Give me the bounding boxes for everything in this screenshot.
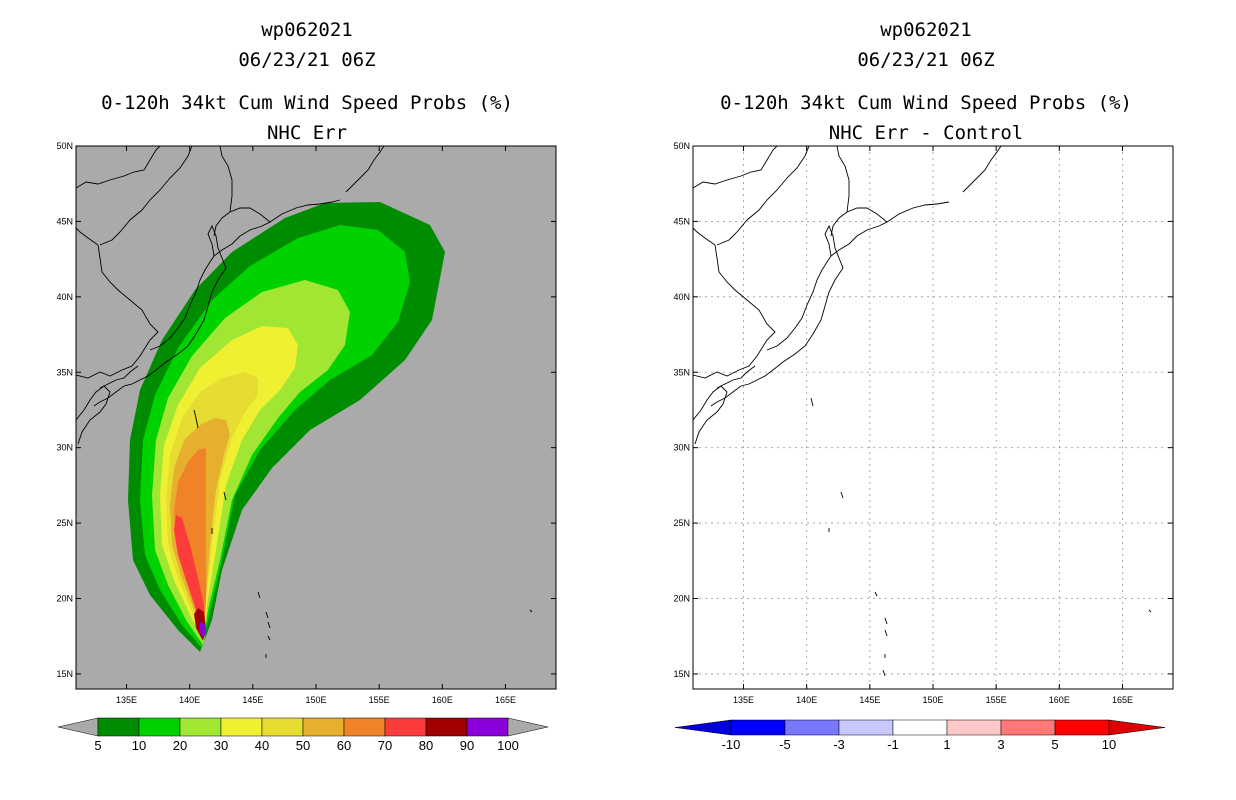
colorbar-label: -1	[887, 737, 899, 752]
lon-tick-label: 135E	[116, 695, 137, 705]
right-coastlines	[693, 146, 1152, 677]
left-coastlines	[76, 146, 533, 658]
colorbar-swatch	[892, 719, 948, 736]
colorbar-swatch	[179, 717, 222, 737]
prob-contour-70	[174, 515, 204, 632]
lon-tick-label: 140E	[179, 695, 200, 705]
right-product-title: 0-120h 34kt Cum Wind Speed Probs (%)	[720, 92, 1132, 114]
lon-tick-label: 150E	[305, 695, 326, 705]
lat-tick-label: 50N	[56, 141, 73, 151]
colorbar-swatch	[838, 719, 894, 736]
lat-tick-label: 45N	[56, 216, 73, 226]
colorbar-low-triangle	[57, 717, 99, 737]
colorbar-label: 5	[94, 738, 101, 753]
right-storm-id: wp062021	[880, 19, 972, 41]
lat-tick-label: 15N	[56, 669, 73, 679]
colorbar-label: 30	[214, 738, 228, 753]
lat-tick-label: 20N	[673, 594, 690, 604]
right-colorbar: -10 -5 -3 -1 1 3 5 10	[674, 719, 1166, 752]
lon-tick-label: 165E	[495, 695, 516, 705]
lon-tick-label: 155E	[986, 695, 1007, 705]
lat-tick-label: 40N	[673, 292, 690, 302]
colorbar-swatch	[138, 717, 181, 737]
colorbar-high-triangle	[507, 717, 549, 737]
colorbar-label: 70	[378, 738, 392, 753]
lon-tick-label: 160E	[432, 695, 453, 705]
colorbar-label: 50	[296, 738, 310, 753]
lon-tick-label: 165E	[1112, 695, 1133, 705]
right-axis-ticks: 135E 140E 145E 150E 155E 160E 165E 15N 20N 25N 30N…	[673, 141, 1173, 705]
colorbar-swatch	[1054, 719, 1110, 736]
left-axis-ticks: 135E 140E 145E 150E 155E 160E 165E 15N 20N 25N 30N…	[56, 141, 556, 705]
lon-tick-label: 145E	[859, 695, 880, 705]
colorbar-label: 60	[337, 738, 351, 753]
right-panel: wp062021 06/23/21 06Z 0-120h 34kt Cum Wi…	[673, 19, 1174, 752]
left-product-title: 0-120h 34kt Cum Wind Speed Probs (%)	[101, 92, 513, 114]
colorbar-label: 90	[460, 738, 474, 753]
colorbar-label: 100	[497, 738, 519, 753]
colorbar-swatch	[302, 717, 345, 737]
colorbar-label: 20	[173, 738, 187, 753]
colorbar-swatch	[466, 717, 509, 737]
colorbar-label: 80	[419, 738, 433, 753]
lat-tick-label: 50N	[673, 141, 690, 151]
colorbar-label: 1	[943, 737, 950, 752]
colorbar-swatch	[784, 719, 840, 736]
lat-tick-label: 30N	[56, 443, 73, 453]
colorbar-swatch	[261, 717, 304, 737]
lon-tick-label: 155E	[369, 695, 390, 705]
colorbar-high-triangle	[1108, 719, 1166, 736]
left-datetime: 06/23/21 06Z	[238, 49, 375, 71]
colorbar-low-triangle	[674, 719, 732, 736]
lat-tick-label: 35N	[673, 367, 690, 377]
right-datetime: 06/23/21 06Z	[857, 49, 994, 71]
colorbar-swatch	[946, 719, 1002, 736]
lat-tick-label: 40N	[56, 292, 73, 302]
lat-tick-label: 45N	[673, 216, 690, 226]
lon-tick-label: 145E	[242, 695, 263, 705]
colorbar-swatch	[730, 719, 786, 736]
colorbar-swatch	[97, 717, 140, 737]
lat-tick-label: 25N	[673, 518, 690, 528]
colorbar-label: 40	[255, 738, 269, 753]
colorbar-swatch	[425, 717, 468, 737]
colorbar-label: -10	[722, 737, 741, 752]
left-subtitle: NHC Err	[267, 122, 347, 144]
lat-tick-label: 15N	[673, 669, 690, 679]
lon-tick-label: 160E	[1049, 695, 1070, 705]
colorbar-label: 10	[132, 738, 146, 753]
left-colorbar: 5 10 20 30 40 50 60 70 80 90 100	[57, 717, 549, 753]
lat-tick-label: 25N	[56, 518, 73, 528]
colorbar-swatch	[1000, 719, 1056, 736]
left-panel: wp062021 06/23/21 06Z 0-120h 34kt Cum Wi…	[56, 19, 557, 753]
colorbar-label: -5	[779, 737, 791, 752]
right-subtitle: NHC Err - Control	[829, 122, 1023, 144]
left-storm-id: wp062021	[261, 19, 353, 41]
colorbar-label: -3	[833, 737, 845, 752]
left-probability-field	[128, 202, 445, 652]
right-gridlines	[693, 146, 1173, 689]
colorbar-swatch	[220, 717, 263, 737]
lat-tick-label: 20N	[56, 594, 73, 604]
lat-tick-label: 35N	[56, 367, 73, 377]
colorbar-swatch	[343, 717, 386, 737]
lon-tick-label: 140E	[796, 695, 817, 705]
colorbar-label: 10	[1102, 737, 1116, 752]
colorbar-swatch	[384, 717, 427, 737]
colorbar-label: 5	[1051, 737, 1058, 752]
lon-tick-label: 135E	[733, 695, 754, 705]
colorbar-label: 3	[997, 737, 1004, 752]
lon-tick-label: 150E	[922, 695, 943, 705]
prob-contour-90	[199, 622, 206, 638]
lat-tick-label: 30N	[673, 443, 690, 453]
